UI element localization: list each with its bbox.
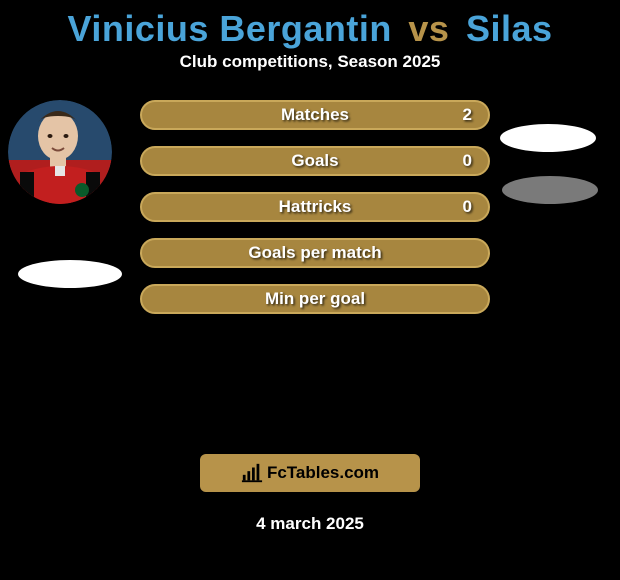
stat-row: Goals 0 (140, 146, 490, 176)
avatar-placeholder-icon (8, 100, 112, 204)
title-player1: Vinicius Bergantin (67, 8, 391, 49)
subtitle: Club competitions, Season 2025 (0, 52, 620, 72)
stat-value-right: 0 (463, 197, 472, 217)
player1-avatar (8, 100, 112, 204)
decorative-oval (502, 176, 598, 204)
stat-row: Min per goal (140, 284, 490, 314)
decorative-oval (18, 260, 122, 288)
stat-label: Matches (281, 105, 349, 125)
title-player2: Silas (466, 8, 553, 49)
stats-rows: Matches 2 Goals 0 Hattricks 0 Goals per match M… (140, 100, 490, 330)
decorative-oval (500, 124, 596, 152)
brand-suffix: Tables.com (287, 463, 379, 482)
footer-date: 4 march 2025 (0, 514, 620, 534)
stat-label: Min per goal (265, 289, 365, 309)
title-vs: vs (408, 8, 449, 49)
stat-row: Matches 2 (140, 100, 490, 130)
stat-label: Goals (291, 151, 338, 171)
stat-label: Hattricks (279, 197, 352, 217)
chart-icon (241, 462, 263, 484)
stat-row: Goals per match (140, 238, 490, 268)
stat-row: Hattricks 0 (140, 192, 490, 222)
brand-prefix: Fc (267, 463, 287, 482)
brand-box[interactable]: FcTables.com (200, 454, 420, 492)
stat-label: Goals per match (248, 243, 381, 263)
page-title: Vinicius Bergantin vs Silas (0, 0, 620, 50)
brand-text: FcTables.com (267, 463, 379, 483)
stat-value-right: 2 (463, 105, 472, 125)
stat-value-right: 0 (463, 151, 472, 171)
